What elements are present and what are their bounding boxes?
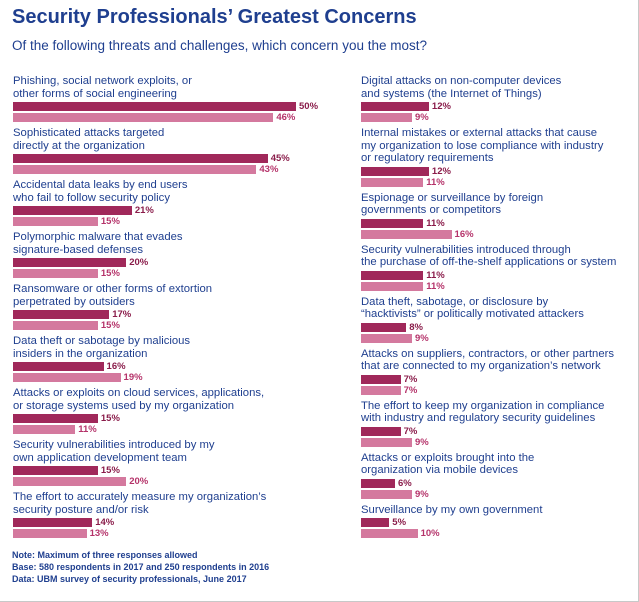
value-label-2017: 12% [431, 165, 451, 177]
bar-2017 [361, 374, 401, 384]
category-label: Polymorphic malware that evades signatur… [13, 231, 183, 256]
bar-2016 [13, 321, 98, 330]
bar-2016 [361, 333, 412, 343]
bar-2016 [361, 281, 424, 291]
value-label-2016: 15% [100, 268, 120, 279]
bar-2017 [13, 310, 110, 319]
category-label: Data theft or sabotage by malicious insi… [13, 335, 191, 360]
bar-2016 [361, 177, 424, 187]
value-label-2016: 15% [100, 216, 120, 227]
category-label: Attacks or exploits brought into the org… [361, 451, 535, 477]
bar-2017 [361, 478, 395, 488]
bar-2017 [13, 154, 268, 163]
value-label-2017: 7% [403, 373, 418, 385]
value-label-2017: 15% [100, 465, 120, 476]
value-label-2016: 9% [414, 436, 429, 448]
bar-2016 [13, 269, 98, 278]
value-label-2016: 15% [100, 320, 120, 331]
bar-2016 [361, 437, 412, 447]
value-label-2016: 9% [414, 332, 429, 344]
value-label-2016: 11% [78, 424, 97, 435]
category-label: Data theft, sabotage, or disclosure by “… [361, 295, 584, 321]
bar-2016 [361, 229, 452, 239]
bar-2017 [361, 102, 429, 111]
bar-2017 [361, 426, 401, 436]
data-source-line: Data: UBM survey of security professiona… [12, 574, 247, 584]
category-label: Ransomware or other forms of extortion p… [13, 283, 213, 308]
bar-2016 [361, 529, 418, 538]
category-label: Security vulnerabilities introduced by m… [13, 439, 215, 464]
chart-title: Security Professionals’ Greatest Concern… [12, 6, 417, 28]
bar-2017 [361, 166, 429, 176]
bar-2017 [361, 518, 390, 527]
value-label-2017: 16% [106, 361, 126, 372]
value-label-2016: 11% [426, 176, 445, 188]
bar-2017 [13, 206, 132, 215]
category-label: Attacks on suppliers, contractors, or ot… [361, 347, 615, 373]
value-label-2017: 6% [397, 477, 412, 489]
category-label: Phishing, social network exploits, or ot… [13, 75, 192, 100]
bar-2017 [13, 414, 98, 423]
category-label: Digital attacks on non-computer devices … [361, 75, 562, 100]
note-line: Note: Maximum of three responses allowed [12, 550, 198, 560]
bar-2016 [361, 489, 412, 499]
category-label: The effort to accurately measure my orga… [13, 491, 267, 516]
value-label-2016: 13% [89, 528, 109, 539]
bar-2016 [361, 113, 412, 122]
value-label-2016: 9% [414, 112, 429, 123]
bar-2016 [13, 425, 76, 434]
value-label-2017: 45% [270, 153, 290, 164]
value-label-2017: 12% [431, 101, 451, 112]
value-label-2016: 10% [420, 528, 440, 539]
category-label: Espionage or surveillance by foreign gov… [361, 191, 544, 217]
category-label: Security vulnerabilities introduced thro… [361, 243, 617, 269]
value-label-2016: 43% [259, 164, 279, 175]
bar-2016 [361, 385, 401, 395]
chart-notes: Note: Maximum of three responses allowed… [12, 549, 269, 585]
bar-2017 [361, 322, 407, 332]
value-label-2016: 19% [123, 372, 143, 383]
value-label-2017: 5% [392, 517, 407, 528]
value-label-2016: 11% [426, 280, 445, 292]
bar-2017 [13, 102, 296, 111]
value-label-2016: 9% [414, 488, 429, 500]
value-label-2017: 11% [426, 269, 445, 281]
value-label-2017: 21% [134, 205, 154, 216]
bar-2017 [13, 258, 127, 267]
bar-2017 [13, 466, 98, 475]
value-label-2017: 50% [299, 101, 319, 112]
base-line: Base: 580 respondents in 2017 and 250 re… [12, 562, 270, 572]
value-label-2017: 11% [426, 217, 445, 229]
value-label-2017: 8% [409, 321, 423, 333]
value-label-2017: 15% [100, 413, 120, 424]
bar-2016 [13, 165, 257, 174]
bar-2017 [13, 362, 104, 371]
value-label-2017: 7% [403, 425, 418, 437]
bar-2016 [13, 529, 87, 538]
value-label-2016: 16% [454, 228, 474, 240]
category-label: Attacks or exploits on cloud services, a… [13, 387, 265, 412]
bar-2017 [361, 270, 424, 280]
value-label-2017: 20% [129, 257, 149, 268]
category-label: Sophisticated attacks targeted directly … [13, 127, 165, 152]
value-label-2016: 46% [276, 112, 296, 123]
bar-2017 [13, 518, 93, 527]
bar-2016 [13, 373, 121, 382]
value-label-2016: 7% [403, 384, 418, 396]
bar-2016 [13, 217, 98, 226]
category-label: Surveillance by my own government [361, 503, 543, 516]
category-label: Accidental data leaks by end users who f… [13, 179, 188, 204]
value-label-2016: 20% [129, 476, 149, 487]
bar-2016 [13, 477, 127, 486]
category-label: The effort to keep my organization in co… [361, 399, 605, 425]
value-label-2017: 14% [95, 517, 115, 528]
value-label-2017: 17% [112, 309, 132, 320]
category-label: Internal mistakes or external attacks th… [361, 127, 604, 164]
bar-2017 [361, 218, 424, 228]
chart-subtitle: Of the following threats and challenges,… [12, 38, 427, 53]
bar-2016 [13, 113, 274, 122]
